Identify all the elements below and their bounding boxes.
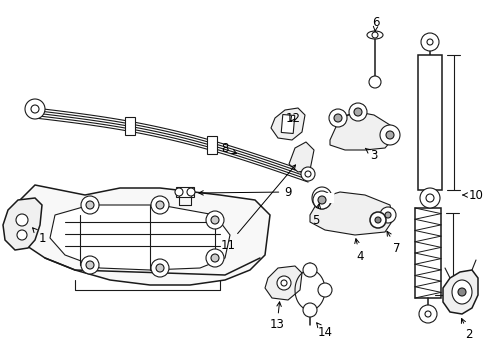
Bar [417, 54, 441, 189]
Ellipse shape [328, 109, 346, 127]
Bar [281, 114, 294, 134]
Ellipse shape [303, 303, 316, 317]
Ellipse shape [151, 196, 169, 214]
Ellipse shape [156, 264, 163, 272]
Ellipse shape [379, 125, 399, 145]
Text: 8: 8 [221, 141, 236, 154]
Ellipse shape [316, 192, 326, 204]
Ellipse shape [353, 108, 361, 116]
Ellipse shape [205, 249, 224, 267]
Polygon shape [12, 185, 269, 285]
Text: 4: 4 [354, 239, 363, 262]
Text: 13: 13 [269, 302, 284, 332]
Ellipse shape [16, 214, 28, 226]
Ellipse shape [371, 32, 377, 38]
Ellipse shape [301, 167, 314, 181]
Ellipse shape [210, 216, 219, 224]
Ellipse shape [31, 105, 39, 113]
Ellipse shape [86, 261, 94, 269]
Text: 10: 10 [462, 189, 483, 202]
Text: 3: 3 [365, 148, 377, 162]
Text: 2: 2 [461, 319, 472, 342]
Ellipse shape [457, 288, 465, 296]
Ellipse shape [426, 39, 432, 45]
Ellipse shape [424, 311, 430, 317]
Ellipse shape [420, 33, 438, 51]
Ellipse shape [425, 194, 433, 202]
Polygon shape [264, 266, 302, 300]
Ellipse shape [366, 31, 382, 39]
Ellipse shape [156, 201, 163, 209]
Ellipse shape [205, 211, 224, 229]
Text: 1: 1 [33, 228, 46, 244]
Ellipse shape [374, 217, 380, 223]
Ellipse shape [418, 305, 436, 323]
Bar [321, 193, 333, 203]
Bar [414, 208, 440, 298]
Ellipse shape [451, 280, 471, 304]
Ellipse shape [303, 263, 316, 277]
Ellipse shape [311, 187, 331, 209]
Ellipse shape [317, 196, 325, 204]
Polygon shape [329, 112, 391, 150]
Ellipse shape [312, 191, 330, 209]
Ellipse shape [25, 99, 45, 119]
Text: 7: 7 [386, 231, 400, 255]
Ellipse shape [369, 212, 385, 228]
Text: 9: 9 [199, 185, 291, 198]
Ellipse shape [186, 188, 195, 196]
Ellipse shape [384, 212, 390, 218]
Bar [206, 136, 217, 154]
Bar [176, 187, 194, 197]
Text: 11: 11 [220, 165, 295, 252]
Ellipse shape [419, 188, 439, 208]
Ellipse shape [175, 188, 183, 196]
Ellipse shape [276, 276, 290, 290]
Ellipse shape [305, 171, 310, 177]
Ellipse shape [81, 256, 99, 274]
Ellipse shape [385, 131, 393, 139]
Polygon shape [442, 270, 477, 314]
Polygon shape [50, 205, 229, 270]
Text: 12: 12 [285, 112, 300, 125]
Ellipse shape [317, 283, 331, 297]
Ellipse shape [210, 254, 219, 262]
Text: 6: 6 [371, 15, 379, 31]
Ellipse shape [368, 76, 380, 88]
Polygon shape [288, 142, 313, 172]
Polygon shape [309, 192, 392, 235]
Bar [125, 117, 135, 135]
Ellipse shape [86, 201, 94, 209]
Polygon shape [3, 198, 42, 250]
Ellipse shape [17, 230, 27, 240]
Text: 14: 14 [316, 323, 332, 339]
Text: 5: 5 [312, 204, 320, 226]
Polygon shape [270, 108, 305, 140]
Ellipse shape [281, 280, 286, 286]
Ellipse shape [348, 103, 366, 121]
Ellipse shape [333, 114, 341, 122]
Ellipse shape [81, 196, 99, 214]
Ellipse shape [379, 207, 395, 223]
Ellipse shape [151, 259, 169, 277]
